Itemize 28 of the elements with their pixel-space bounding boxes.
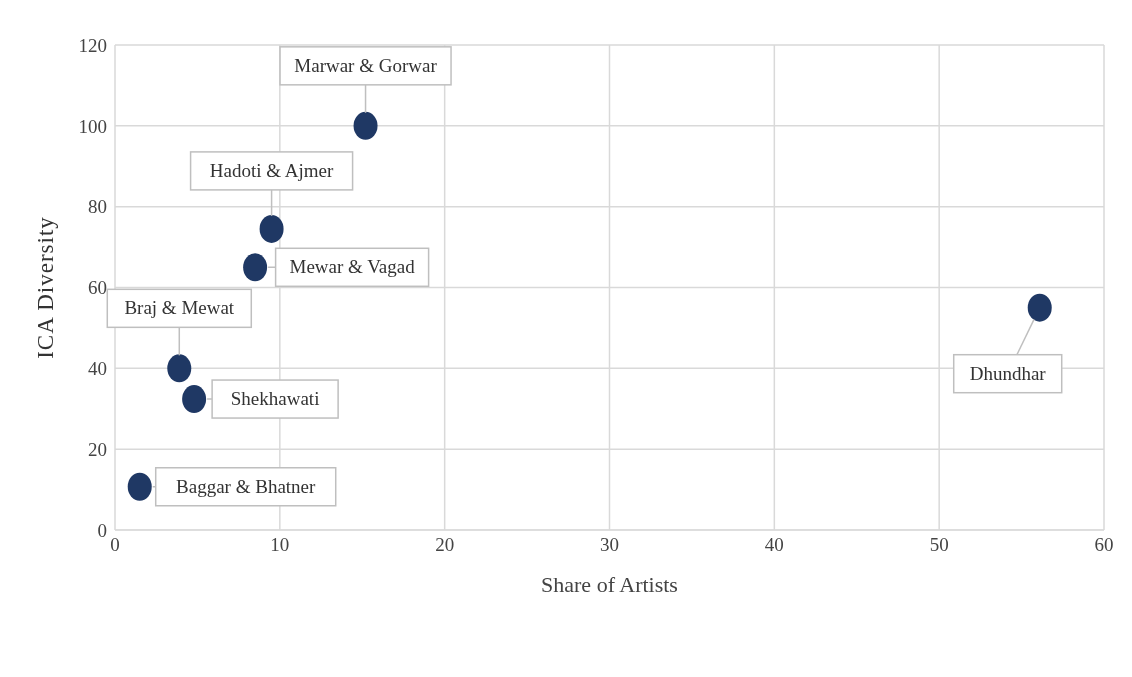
- point: [259, 214, 284, 243]
- x-axis-title: Share of Artists: [541, 572, 678, 597]
- x-tick-label: 10: [270, 534, 290, 556]
- point: [243, 253, 268, 282]
- annotation: Mewar & Vagad: [289, 256, 416, 278]
- annotation: Marwar & Gorwar: [294, 54, 438, 76]
- annotation: Braj & Mewat: [124, 297, 235, 319]
- point: [127, 472, 152, 501]
- point: [353, 111, 378, 140]
- x-tick-label: 40: [764, 534, 784, 556]
- y-tick-label: 120: [78, 34, 107, 56]
- y-tick-label: 0: [97, 519, 107, 541]
- x-tick-label: 30: [600, 534, 619, 556]
- y-tick-label: 100: [78, 115, 107, 137]
- annotation: Baggar & Bhatner: [176, 475, 317, 497]
- y-axis-title: ICA Diversity: [33, 216, 59, 359]
- annotation: Hadoti & Ajmer: [209, 159, 334, 181]
- point: [1027, 293, 1052, 322]
- annotation: Dhundhar: [969, 362, 1047, 384]
- x-tick-label: 50: [929, 534, 949, 556]
- x-tick-label: 60: [1094, 534, 1114, 556]
- y-tick-label: 60: [88, 277, 107, 299]
- point: [182, 385, 207, 414]
- y-tick-label: 80: [88, 196, 107, 218]
- y-tick-label: 40: [88, 358, 107, 380]
- point: [167, 354, 192, 383]
- x-tick-label: 20: [435, 534, 455, 556]
- y-tick-label: 20: [88, 438, 107, 460]
